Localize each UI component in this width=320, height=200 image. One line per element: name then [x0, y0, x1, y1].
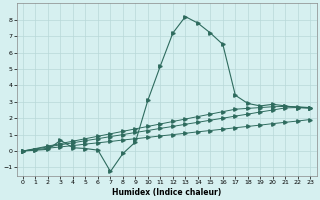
- X-axis label: Humidex (Indice chaleur): Humidex (Indice chaleur): [112, 188, 221, 197]
